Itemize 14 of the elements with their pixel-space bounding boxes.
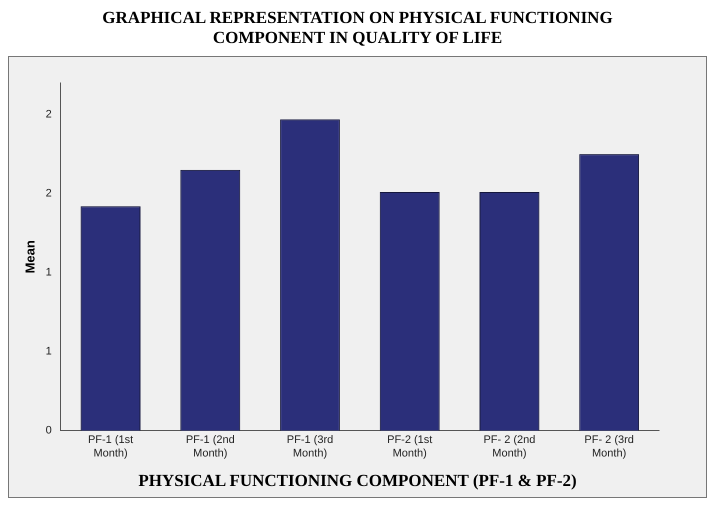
- x-tick-label: PF- 2 (2nd Month): [483, 434, 536, 460]
- x-tick-label: PF-1 (1st Month): [88, 434, 134, 460]
- x-axis-title: PHYSICAL FUNCTIONING COMPONENT (PF-1 & PF-2): [137, 471, 578, 491]
- x-tick-label: PF-1 (2nd Month): [186, 434, 235, 460]
- y-tick-label: 2: [46, 108, 52, 121]
- chart-title: GRAPHICAL REPRESENTATION ON PHYSICAL FUNCTIONING COMPONENT IN QUALITY OF LIFE: [101, 8, 614, 48]
- x-tick-label: PF-2 (1st Month): [387, 434, 432, 460]
- y-tick-label: 1: [46, 346, 52, 358]
- y-tick-label: 0: [46, 424, 52, 437]
- x-tick-label: PF-1 (3rd Month): [286, 434, 334, 460]
- y-tick-label: 1: [46, 266, 52, 279]
- x-tick-label: PF- 2 (3rd Month): [584, 434, 634, 460]
- y-axis-title: Mean: [22, 240, 38, 274]
- y-tick-label: 2: [46, 188, 52, 200]
